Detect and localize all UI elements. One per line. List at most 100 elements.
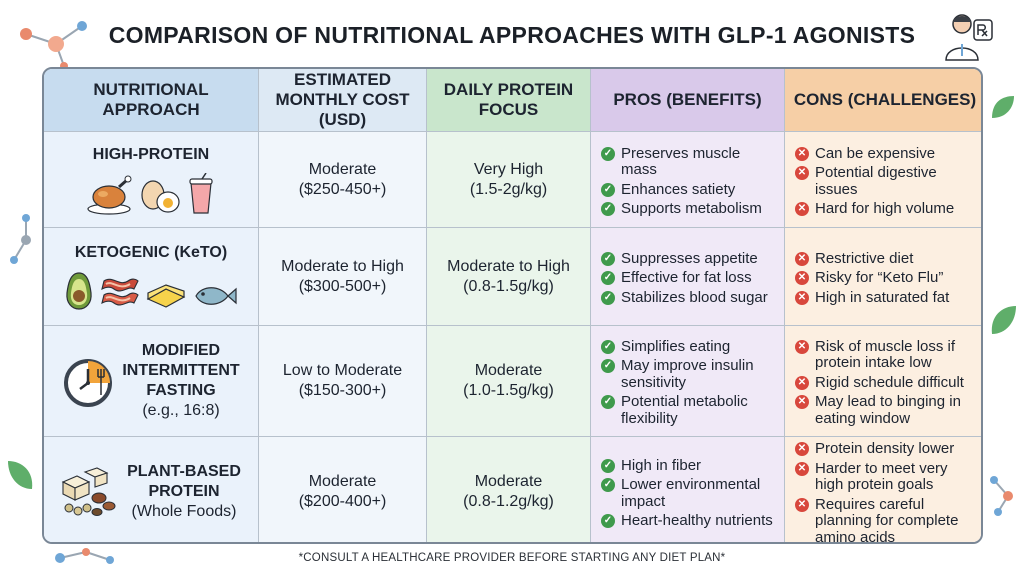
list-item: ✓ Potential metabolic flexibility bbox=[601, 394, 778, 427]
comparison-table: NUTRITIONAL APPROACH ESTIMATED MONTHLY C… bbox=[42, 67, 983, 544]
list-item: ✕ High in saturated fat bbox=[795, 289, 949, 307]
protein-cell: Moderate (0.8-1.2g/kg) bbox=[427, 437, 591, 542]
check-icon: ✓ bbox=[601, 478, 615, 492]
protein-range: (1.0-1.5g/kg) bbox=[463, 382, 554, 399]
cost-cell: Moderate to High ($300-500+) bbox=[259, 228, 427, 326]
header-cons: CONS (CHALLENGES) bbox=[785, 69, 981, 132]
check-icon: ✓ bbox=[601, 146, 615, 161]
list-item: ✕ Protein density lower bbox=[795, 440, 954, 458]
list-item: ✓ May improve insulin sensitivity bbox=[601, 358, 778, 391]
cost-range: ($300-500+) bbox=[298, 277, 387, 295]
check-icon: ✓ bbox=[601, 271, 615, 286]
cons-cell: ✕ Restrictive diet ✕ Risky for “Keto Flu” … bbox=[785, 228, 981, 326]
list-item: ✕ Can be expensive bbox=[795, 145, 935, 163]
protein-level: Very High bbox=[473, 160, 544, 178]
cross-icon: ✕ bbox=[795, 339, 809, 354]
approach-name: MODIFIED INTERMITTENT FASTING bbox=[122, 342, 240, 399]
list-item: ✓ High in fiber bbox=[601, 457, 701, 475]
approach-cell: MODIFIED INTERMITTENT FASTING (e.g., 16:… bbox=[44, 326, 259, 437]
cost-cell: Low to Moderate ($150-300+) bbox=[259, 326, 427, 437]
cost-cell: Moderate ($250-450+) bbox=[259, 132, 427, 228]
cost-range: ($150-300+) bbox=[298, 382, 387, 399]
approach-subtitle: (e.g., 16:8) bbox=[142, 402, 220, 419]
eggs-icon bbox=[141, 179, 180, 213]
approach-cell: HIGH-PROTEIN bbox=[44, 132, 259, 228]
leaf-decoration-icon bbox=[8, 461, 33, 489]
list-item: ✓ Preserves muscle mass bbox=[601, 145, 778, 179]
molecule-decoration-icon bbox=[10, 214, 31, 264]
list-item: ✕ Requires careful planning for complete … bbox=[795, 496, 979, 542]
header-pros: PROS (BENEFITS) bbox=[591, 69, 785, 132]
roast-chicken-icon bbox=[87, 175, 132, 215]
list-item: ✓ Stabilizes blood sugar bbox=[601, 289, 768, 307]
header-nutritional-approach: NUTRITIONAL APPROACH bbox=[44, 69, 259, 132]
cross-icon: ✕ bbox=[795, 166, 809, 180]
list-item: ✕ Rigid schedule difficult bbox=[795, 374, 964, 392]
cross-icon: ✕ bbox=[795, 395, 809, 410]
cross-icon: ✕ bbox=[795, 442, 809, 456]
cost-level: Moderate to High bbox=[281, 257, 404, 275]
list-item: ✓ Effective for fat loss bbox=[601, 270, 752, 287]
pros-cell: ✓ Preserves muscle mass ✓ Enhances satiety… bbox=[591, 132, 785, 228]
check-icon: ✓ bbox=[601, 251, 615, 266]
leaf-decoration-icon bbox=[991, 306, 1016, 334]
cross-icon: ✕ bbox=[795, 251, 809, 266]
list-item: ✓ Enhances satiety bbox=[601, 181, 735, 199]
cross-icon: ✕ bbox=[795, 461, 809, 476]
cross-icon: ✕ bbox=[795, 375, 809, 390]
protein-range: (0.8-1.5g/kg) bbox=[463, 277, 554, 295]
disclaimer-footer: *CONSULT A HEALTHCARE PROVIDER BEFORE ST… bbox=[298, 552, 726, 564]
cost-level: Low to Moderate bbox=[282, 362, 403, 379]
avocado-icon bbox=[66, 271, 92, 310]
molecule-decoration-icon bbox=[55, 548, 114, 564]
check-icon: ✓ bbox=[601, 339, 615, 354]
page-title: COMPARISON OF NUTRITIONAL APPROACHES WIT… bbox=[108, 22, 916, 48]
approach-name: KETOGENIC (KeTO) bbox=[74, 243, 228, 261]
cross-icon: ✕ bbox=[795, 146, 809, 161]
protein-shake-icon bbox=[189, 172, 213, 214]
butter-icon bbox=[146, 283, 186, 308]
check-icon: ✓ bbox=[601, 359, 615, 374]
cost-range: ($200-400+) bbox=[298, 492, 387, 510]
tofu-legumes-icon bbox=[61, 466, 116, 516]
pros-cell: ✓ Suppresses appetite ✓ Effective for fat … bbox=[591, 228, 785, 326]
list-item: ✓ Lower environmental impact bbox=[601, 476, 778, 510]
check-icon: ✓ bbox=[601, 395, 615, 410]
molecule-decoration-icon bbox=[20, 21, 87, 70]
list-item: ✓ Supports metabolism bbox=[601, 200, 762, 218]
check-icon: ✓ bbox=[601, 458, 615, 473]
protein-cell: Moderate to High (0.8-1.5g/kg) bbox=[427, 228, 591, 326]
check-icon: ✓ bbox=[601, 514, 615, 528]
approach-subtitle: (Whole Foods) bbox=[131, 502, 237, 520]
pros-cell: ✓ Simplifies eating ✓ May improve insulin … bbox=[591, 326, 785, 437]
approach-name: PLANT-BASED PROTEIN bbox=[127, 462, 241, 500]
list-item: ✕ Hard for high volume bbox=[795, 200, 954, 218]
cost-range: ($250-450+) bbox=[298, 180, 387, 198]
list-item: ✓ Heart-healthy nutrients bbox=[601, 512, 773, 530]
check-icon: ✓ bbox=[601, 202, 615, 216]
protein-level: Moderate to High bbox=[447, 257, 570, 275]
protein-level: Moderate bbox=[474, 472, 543, 490]
cross-icon: ✕ bbox=[795, 290, 809, 305]
leaf-decoration-icon bbox=[992, 96, 1014, 118]
protein-range: (0.8-1.2g/kg) bbox=[463, 492, 554, 510]
bacon-icon bbox=[101, 278, 139, 306]
fish-icon bbox=[195, 286, 237, 305]
clock-fork-icon bbox=[64, 359, 112, 407]
list-item: ✕ Harder to meet very high protein goals bbox=[795, 460, 979, 494]
list-item: ✓ Suppresses appetite bbox=[601, 250, 758, 268]
check-icon: ✓ bbox=[601, 290, 615, 305]
check-icon: ✓ bbox=[601, 182, 615, 197]
cross-icon: ✕ bbox=[795, 497, 809, 512]
approach-cell: PLANT-BASED PROTEIN (Whole Foods) bbox=[44, 437, 259, 542]
list-item: ✕ Potential digestive issues bbox=[795, 164, 979, 198]
approach-cell: KETOGENIC (KeTO) bbox=[44, 228, 259, 326]
list-item: ✕ Risky for “Keto Flu” bbox=[795, 270, 943, 287]
cost-level: Moderate bbox=[308, 160, 377, 178]
list-item: ✕ Risk of muscle loss if protein intake l… bbox=[795, 338, 979, 372]
protein-cell: Very High (1.5-2g/kg) bbox=[427, 132, 591, 228]
header-protein-focus: DAILY PROTEIN FOCUS bbox=[427, 69, 591, 132]
list-item: ✕ May lead to binging in eating window bbox=[795, 394, 979, 427]
pros-cell: ✓ High in fiber ✓ Lower environmental impa… bbox=[591, 437, 785, 542]
list-item: ✕ Restrictive diet bbox=[795, 250, 913, 268]
